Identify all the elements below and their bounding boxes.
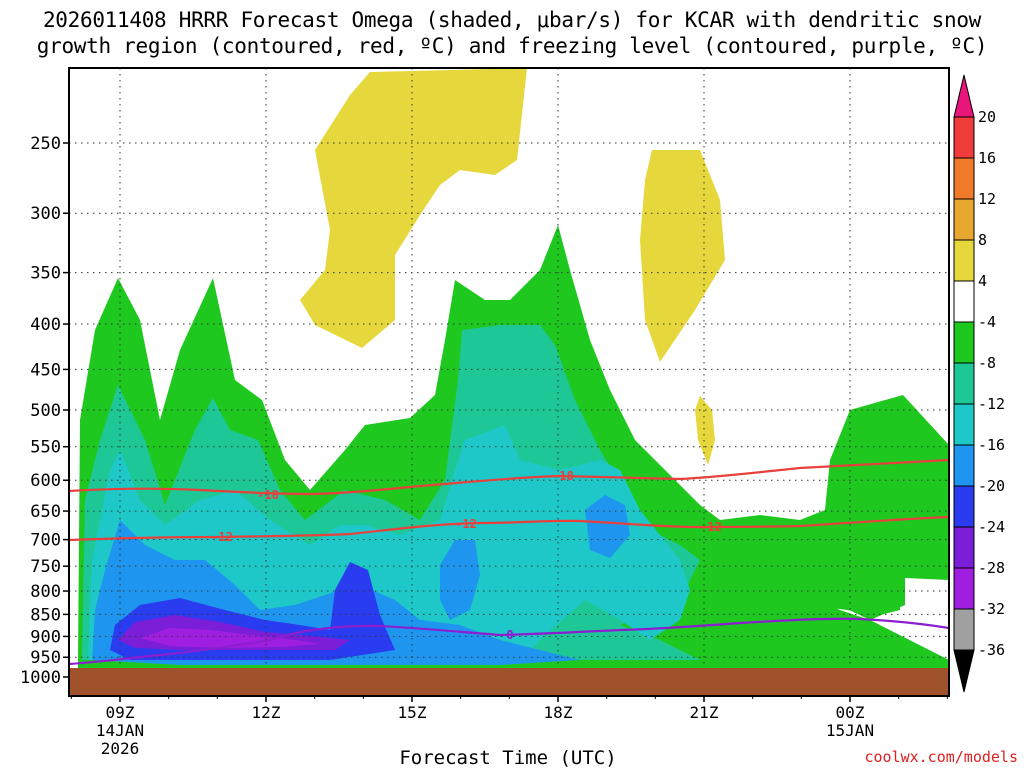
colorbar-label: -12: [978, 395, 1005, 413]
colorbar-swatch: [953, 198, 975, 241]
gridlines: [69, 68, 949, 696]
colorbar-swatch: [953, 403, 975, 446]
colorbar-label: -4: [978, 313, 996, 331]
y-axis: 2503003504004505005506006507007508008509…: [20, 134, 69, 688]
colorbar-label: -24: [978, 518, 1005, 536]
contour-label: -12: [455, 517, 477, 531]
y-tick-label: 800: [30, 582, 61, 602]
colorbar-swatch: [953, 239, 975, 282]
contour-minus12: [69, 515, 949, 542]
colorbar-label: -20: [978, 477, 1005, 495]
y-tick-label: 500: [30, 401, 61, 421]
y-tick-label: 400: [30, 315, 61, 335]
chart-title-line-1: 2026011408 HRRR Forecast Omega (shaded, …: [42, 8, 982, 32]
x-axis-label: Forecast Time (UTC): [399, 747, 616, 768]
colorbar-swatch: [953, 485, 975, 528]
omega-shading: [78, 68, 949, 670]
colorbar-swatch: [953, 116, 975, 159]
x-tick-label: 21Z: [690, 703, 719, 722]
y-tick-label: 700: [30, 531, 61, 551]
y-tick-label: 600: [30, 471, 61, 491]
y-tick-label: 750: [30, 557, 61, 577]
contour-label: -18: [257, 488, 279, 502]
colorbar: 20 16 12 8 4 -4 -8 -12 -16 -20 -24 -28 -32 -36: [953, 74, 1005, 693]
colorbar-label: 4: [978, 272, 987, 290]
contour-zero: [69, 617, 949, 666]
shade-lightblue-b: [440, 540, 480, 620]
y-tick-label: 350: [30, 264, 61, 284]
x-tick-sublabel: 14JAN: [96, 721, 144, 740]
contour-label: -18: [552, 469, 574, 483]
shade-yellow-upper: [300, 68, 527, 348]
contour-label: -12: [211, 530, 233, 544]
shade-lightblue-c: [585, 495, 630, 558]
contour-label: -12: [700, 520, 722, 534]
contour-minus18: [69, 458, 949, 496]
colorbar-swatch: [953, 321, 975, 364]
x-tick-label: 00Z: [836, 703, 865, 722]
colorbar-label: 8: [978, 231, 987, 249]
x-tick-sublabel: 15JAN: [826, 721, 874, 740]
y-tick-label: 850: [30, 605, 61, 625]
colorbar-label: 16: [978, 149, 996, 167]
contour-label: 0: [506, 628, 513, 642]
watermark-text: coolwx.com/models: [864, 748, 1018, 766]
x-tick-label: 09Z: [106, 703, 135, 722]
y-tick-label: 650: [30, 502, 61, 522]
colorbar-bottom-arrow: [953, 649, 975, 693]
colorbar-swatch: [953, 362, 975, 405]
shade-green-right: [775, 470, 949, 620]
contours: [69, 458, 949, 666]
x-tick-label: 15Z: [398, 703, 427, 722]
y-tick-label: 900: [30, 627, 61, 647]
colorbar-label: 20: [978, 108, 996, 126]
colorbar-swatch: [953, 567, 975, 610]
colorbar-swatch: [953, 444, 975, 487]
colorbar-label: -32: [978, 600, 1005, 618]
colorbar-swatch: [953, 280, 975, 323]
colorbar-label: 12: [978, 190, 996, 208]
shade-yellow-small: [695, 396, 715, 465]
colorbar-label: -8: [978, 354, 996, 372]
shade-yellow-mid: [640, 150, 725, 362]
y-tick-label: 450: [30, 360, 61, 380]
colorbar-swatch: [953, 157, 975, 200]
y-tick-label: 250: [30, 134, 61, 154]
colorbar-top-arrow: [953, 74, 975, 118]
contour-labels: -18 -18 -12 -12 -12 0: [211, 469, 722, 642]
y-tick-label: 1000: [20, 668, 61, 688]
ground-bar: [69, 668, 949, 696]
y-tick-label: 550: [30, 438, 61, 458]
x-tick-label: 18Z: [544, 703, 573, 722]
y-tick-label: 950: [30, 648, 61, 668]
y-tick-label: 300: [30, 204, 61, 224]
shade-violet: [140, 628, 320, 648]
colorbar-label: -28: [978, 559, 1005, 577]
colorbar-label: -36: [978, 641, 1005, 659]
x-tick-label: 12Z: [252, 703, 281, 722]
colorbar-swatch: [953, 526, 975, 569]
colorbar-swatch: [953, 608, 975, 651]
colorbar-label: -16: [978, 436, 1005, 454]
x-tick-sublabel: 2026: [101, 739, 140, 758]
chart-title-line-2: growth region (contoured, red, ºC) and f…: [36, 34, 988, 58]
